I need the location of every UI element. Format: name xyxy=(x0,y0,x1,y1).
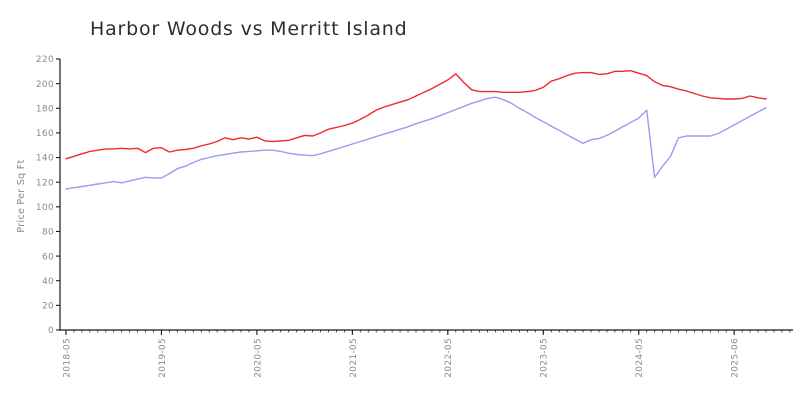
y-tick-label: 60 xyxy=(42,252,54,262)
series-line-merritt-island xyxy=(65,96,767,190)
x-tick-label: 2020-05 xyxy=(253,338,263,378)
x-tick-label: 2022-05 xyxy=(444,338,454,378)
y-tick-label: 200 xyxy=(36,80,54,90)
x-tick-label: 2024-05 xyxy=(635,338,645,378)
y-tick-label: 40 xyxy=(42,277,54,287)
x-tick-label: 2023-05 xyxy=(540,338,550,378)
y-axis-label: Price Per Sq Ft xyxy=(16,159,27,232)
y-tick-label: 20 xyxy=(42,302,54,312)
y-tick-label: 180 xyxy=(36,104,54,114)
x-tick-label: 2025-06 xyxy=(731,338,741,378)
series-line-harbor-woods xyxy=(65,69,767,160)
y-tick-label: 120 xyxy=(36,178,54,188)
x-tick-label: 2021-05 xyxy=(349,338,359,378)
y-tick-label: 100 xyxy=(36,203,54,213)
x-tick-label: 2018-05 xyxy=(62,338,72,378)
y-tick-label: 160 xyxy=(36,129,54,139)
x-tick-label: 2019-05 xyxy=(158,338,168,378)
y-tick-label: 80 xyxy=(42,228,54,238)
y-tick-label: 140 xyxy=(36,154,54,164)
y-tick-label: 220 xyxy=(36,55,54,65)
y-tick-label: 0 xyxy=(48,326,54,336)
chart-title: Harbor Woods vs Merritt Island xyxy=(90,18,408,40)
